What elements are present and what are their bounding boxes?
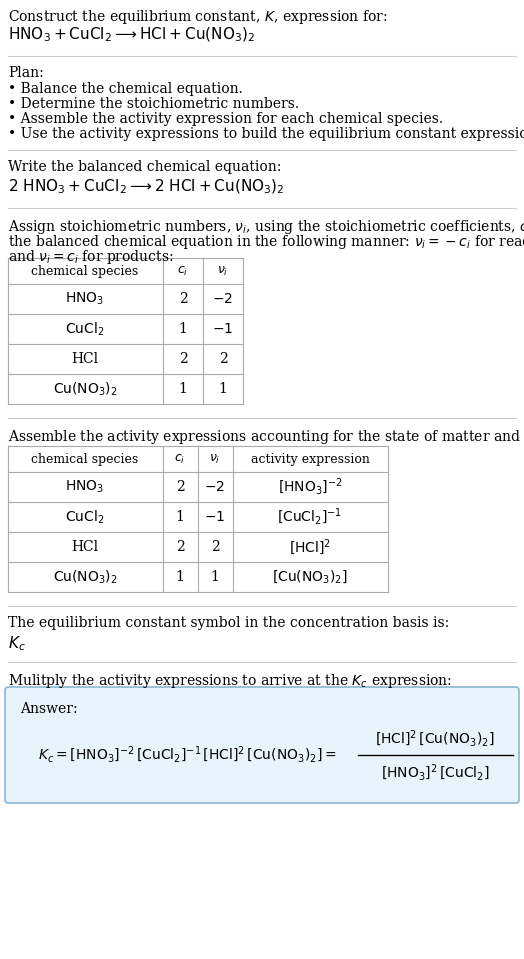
Text: $\mathrm{HNO_3}$: $\mathrm{HNO_3}$	[66, 479, 105, 495]
Text: $[\mathrm{HCl}]^2\,[\mathrm{Cu(NO_3)_2}]$: $[\mathrm{HCl}]^2\,[\mathrm{Cu(NO_3)_2}]…	[375, 729, 495, 749]
Text: 1: 1	[179, 382, 188, 396]
Text: 2: 2	[179, 292, 188, 306]
Text: • Balance the chemical equation.: • Balance the chemical equation.	[8, 82, 243, 96]
Text: • Determine the stoichiometric numbers.: • Determine the stoichiometric numbers.	[8, 97, 299, 111]
Text: chemical species: chemical species	[31, 265, 139, 277]
Text: $c_i$: $c_i$	[174, 453, 185, 465]
Text: $\nu_i$: $\nu_i$	[217, 265, 228, 277]
Text: chemical species: chemical species	[31, 453, 139, 465]
Text: $\mathrm{2\ HNO_3 + CuCl_2 \longrightarrow 2\ HCl + Cu(NO_3)_2}$: $\mathrm{2\ HNO_3 + CuCl_2 \longrightarr…	[8, 178, 285, 197]
FancyBboxPatch shape	[5, 687, 519, 803]
Text: 2: 2	[176, 480, 184, 494]
Text: Answer:: Answer:	[20, 702, 78, 716]
Text: 2: 2	[176, 540, 184, 554]
Text: $[\mathrm{CuCl_2}]^{-1}$: $[\mathrm{CuCl_2}]^{-1}$	[277, 506, 343, 527]
Text: $\mathrm{HNO_3 + CuCl_2 \longrightarrow HCl + Cu(NO_3)_2}$: $\mathrm{HNO_3 + CuCl_2 \longrightarrow …	[8, 26, 255, 44]
Text: 2: 2	[211, 540, 220, 554]
Text: Assign stoichiometric numbers, $\nu_i$, using the stoichiometric coefficients, $: Assign stoichiometric numbers, $\nu_i$, …	[8, 218, 524, 236]
Text: 1: 1	[179, 322, 188, 336]
Text: 1: 1	[211, 570, 220, 584]
Text: 1: 1	[219, 382, 227, 396]
Text: 2: 2	[179, 352, 188, 366]
Text: HCl: HCl	[71, 540, 99, 554]
Text: $-2$: $-2$	[204, 480, 225, 494]
Text: Mulitply the activity expressions to arrive at the $K_c$ expression:: Mulitply the activity expressions to arr…	[8, 672, 452, 690]
Text: HCl: HCl	[71, 352, 99, 366]
Text: 1: 1	[176, 570, 184, 584]
Text: • Use the activity expressions to build the equilibrium constant expression.: • Use the activity expressions to build …	[8, 127, 524, 141]
Text: The equilibrium constant symbol in the concentration basis is:: The equilibrium constant symbol in the c…	[8, 616, 449, 630]
Text: Assemble the activity expressions accounting for the state of matter and $\nu_i$: Assemble the activity expressions accoun…	[8, 428, 524, 446]
Text: $\mathrm{Cu(NO_3)_2}$: $\mathrm{Cu(NO_3)_2}$	[52, 381, 117, 398]
Text: $\mathrm{CuCl_2}$: $\mathrm{CuCl_2}$	[66, 508, 105, 526]
Text: $[\mathrm{HNO_3}]^{-2}$: $[\mathrm{HNO_3}]^{-2}$	[278, 477, 342, 497]
Text: $[\mathrm{Cu(NO_3)_2}]$: $[\mathrm{Cu(NO_3)_2}]$	[272, 569, 348, 585]
Text: $K_c = [\mathrm{HNO_3}]^{-2}\,[\mathrm{CuCl_2}]^{-1}\,[\mathrm{HCl}]^2\,[\mathrm: $K_c = [\mathrm{HNO_3}]^{-2}\,[\mathrm{C…	[38, 745, 336, 765]
Text: $-1$: $-1$	[212, 322, 234, 336]
Text: $\mathrm{CuCl_2}$: $\mathrm{CuCl_2}$	[66, 320, 105, 338]
Text: $-1$: $-1$	[204, 510, 226, 524]
Text: $\mathrm{Cu(NO_3)_2}$: $\mathrm{Cu(NO_3)_2}$	[52, 569, 117, 586]
Text: Construct the equilibrium constant, $K$, expression for:: Construct the equilibrium constant, $K$,…	[8, 8, 388, 26]
Text: $[\mathrm{HNO_3}]^2\,[\mathrm{CuCl_2}]$: $[\mathrm{HNO_3}]^2\,[\mathrm{CuCl_2}]$	[380, 762, 489, 784]
Text: Write the balanced chemical equation:: Write the balanced chemical equation:	[8, 160, 281, 174]
Text: 2: 2	[219, 352, 227, 366]
Text: • Assemble the activity expression for each chemical species.: • Assemble the activity expression for e…	[8, 112, 443, 126]
Text: 1: 1	[176, 510, 184, 524]
Text: the balanced chemical equation in the following manner: $\nu_i = -c_i$ for react: the balanced chemical equation in the fo…	[8, 233, 524, 251]
Text: and $\nu_i = c_i$ for products:: and $\nu_i = c_i$ for products:	[8, 248, 173, 266]
Text: activity expression: activity expression	[250, 453, 369, 465]
Text: Plan:: Plan:	[8, 66, 43, 80]
Text: $\nu_i$: $\nu_i$	[209, 453, 221, 465]
Text: $K_c$: $K_c$	[8, 634, 26, 653]
Text: $\mathrm{HNO_3}$: $\mathrm{HNO_3}$	[66, 291, 105, 307]
Text: $-2$: $-2$	[213, 292, 234, 306]
Text: $c_i$: $c_i$	[177, 265, 189, 277]
Text: $[\mathrm{HCl}]^2$: $[\mathrm{HCl}]^2$	[289, 537, 331, 557]
